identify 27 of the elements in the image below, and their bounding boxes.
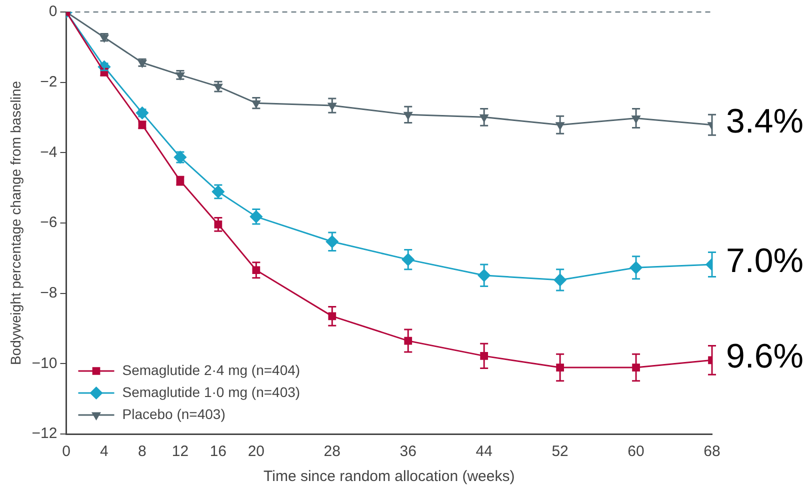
x-tick-label: 16: [210, 443, 227, 460]
x-tick-label: 0: [62, 443, 70, 460]
legend-label: Semaglutide 2·4 mg (n=404): [122, 362, 300, 378]
text: 7.0%: [726, 242, 804, 280]
y-tick-label: −12: [32, 425, 58, 442]
y-axis-title: Bodyweight percentage change from baseline: [7, 80, 24, 366]
y-tick-label: 0: [48, 3, 58, 20]
x-tick-label: 44: [476, 443, 492, 460]
x-tick-label: 52: [552, 443, 568, 460]
x-axis-title: Time since random allocation (weeks): [264, 468, 515, 486]
y-tick-label: −2: [40, 73, 58, 90]
legend-label: Semaglutide 1·0 mg (n=403): [122, 384, 300, 400]
x-tick-label: 4: [100, 443, 108, 460]
text: 9.6%: [726, 338, 804, 376]
x-tick-label: 60: [628, 443, 644, 460]
y-tick-label: −6: [40, 214, 58, 232]
x-tick-label: 28: [324, 443, 340, 460]
x-tick-label: 36: [400, 443, 416, 460]
x-tick-label: 68: [704, 443, 720, 460]
y-tick-label: −8: [40, 284, 58, 302]
text: 3.4%: [726, 102, 804, 140]
legend-label: Placebo (n=403): [122, 406, 226, 422]
x-tick-label: 12: [172, 443, 189, 460]
x-tick-label: 8: [138, 443, 146, 460]
x-tick-label: 20: [248, 443, 265, 460]
y-tick-label: −10: [32, 354, 58, 372]
y-tick-label: −4: [40, 144, 58, 161]
